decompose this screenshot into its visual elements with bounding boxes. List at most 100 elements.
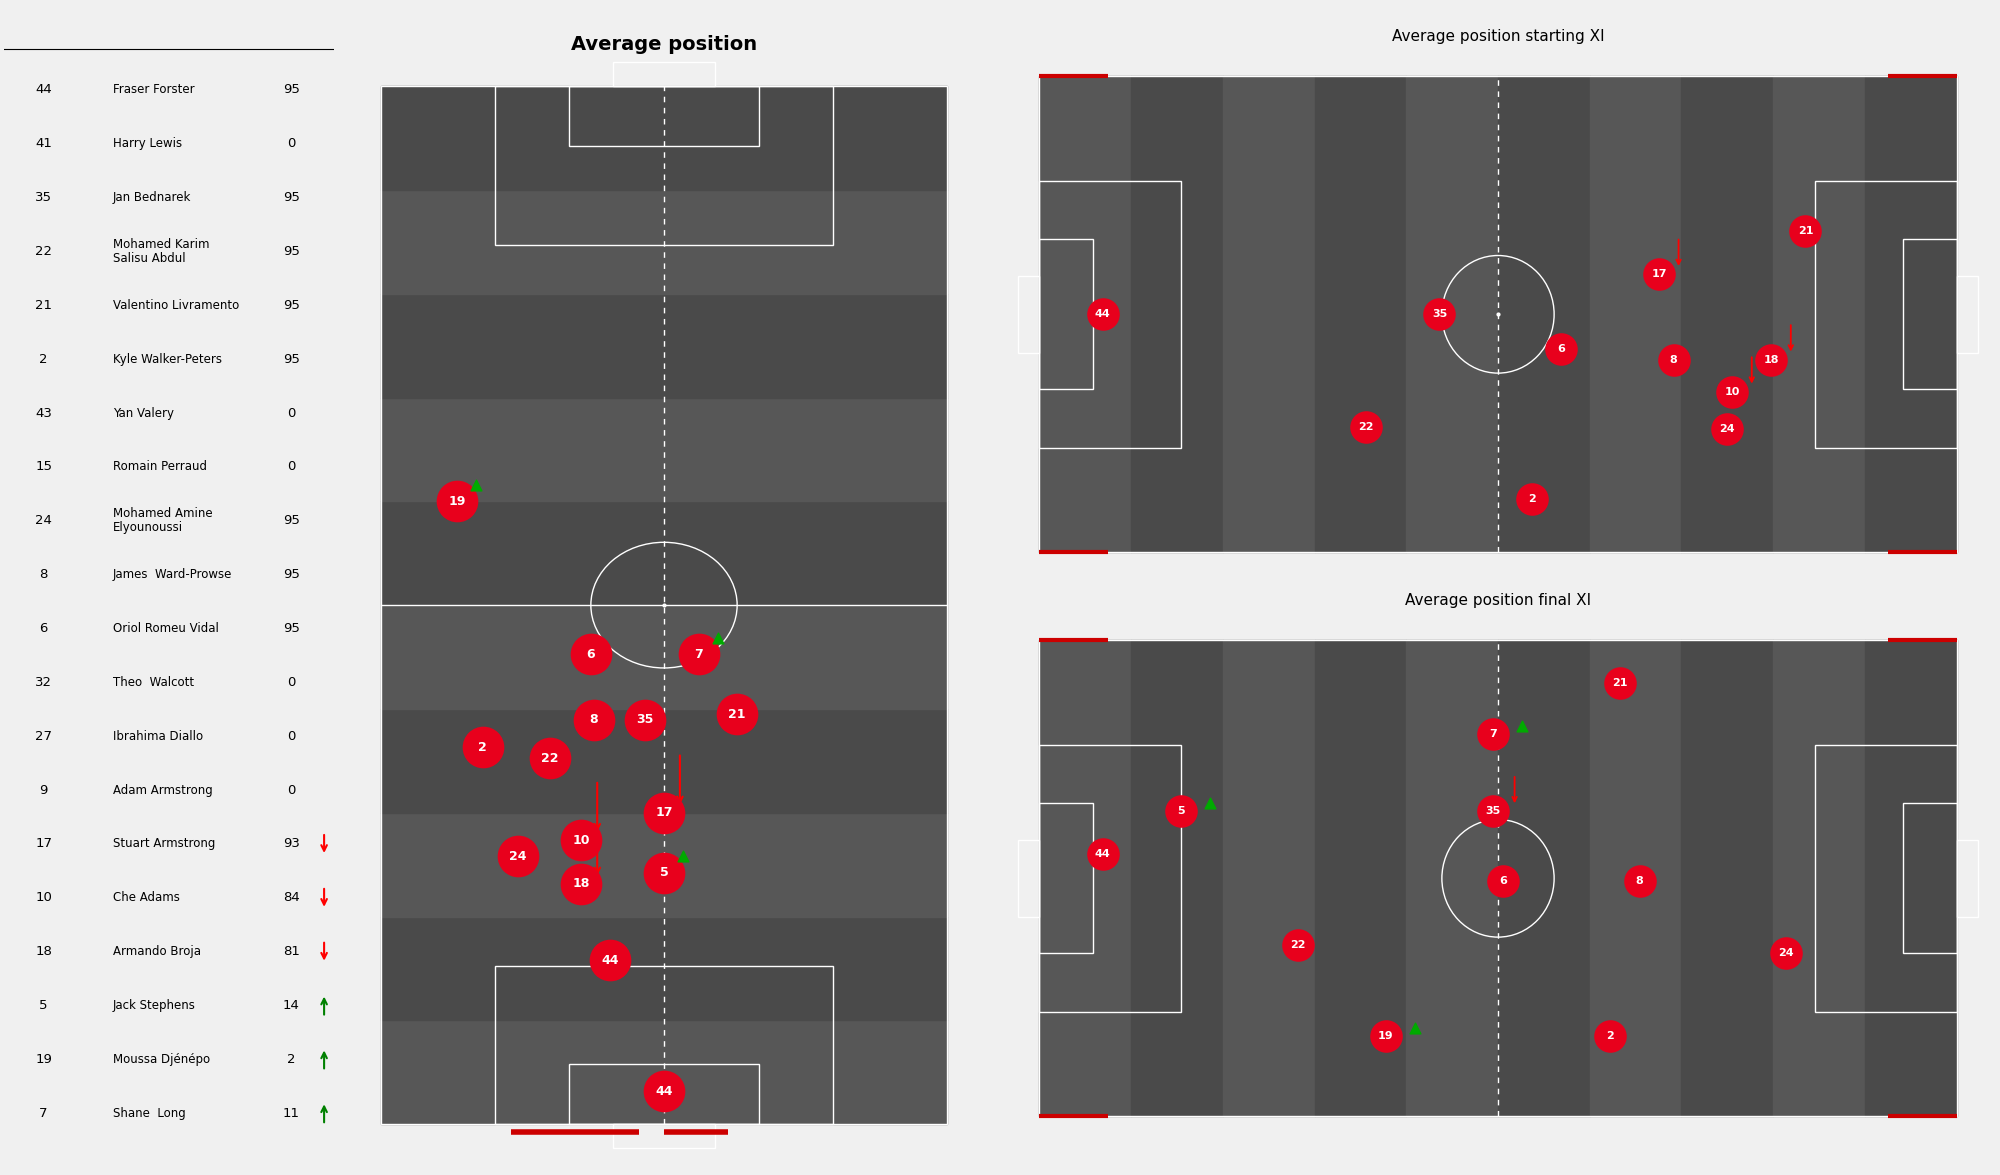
Text: 14: 14: [282, 999, 300, 1012]
Text: 44: 44: [1094, 309, 1110, 320]
Text: 10: 10: [572, 833, 590, 846]
Point: [460, 476, 492, 495]
Text: 27: 27: [36, 730, 52, 743]
Text: 18: 18: [1764, 355, 1780, 364]
Text: Adam Armstrong: Adam Armstrong: [112, 784, 212, 797]
Text: Ibrahima Diallo: Ibrahima Diallo: [112, 730, 204, 743]
Text: Fraser Forster: Fraser Forster: [112, 83, 194, 96]
Text: Romain Perraud: Romain Perraud: [112, 461, 206, 474]
Text: 5: 5: [1176, 806, 1184, 817]
Text: 11: 11: [282, 1107, 300, 1120]
Bar: [1040, 640, 1132, 1116]
Text: 95: 95: [282, 352, 300, 365]
Text: 44: 44: [1094, 850, 1110, 859]
Point: [594, 951, 626, 969]
Text: 21: 21: [36, 298, 52, 311]
Text: Moussa Djénépo: Moussa Djénépo: [112, 1053, 210, 1066]
Text: 2: 2: [40, 352, 48, 365]
Point: [702, 629, 734, 647]
Text: 7: 7: [40, 1107, 48, 1120]
Text: 17: 17: [656, 806, 672, 819]
Text: 8: 8: [1670, 355, 1678, 364]
Bar: [1040, 76, 1132, 552]
Bar: [380, 86, 948, 1124]
Text: 6: 6: [1498, 877, 1506, 886]
Point: [1282, 935, 1314, 954]
Point: [628, 711, 660, 730]
Bar: [380, 605, 948, 709]
Text: 95: 95: [282, 83, 300, 96]
Point: [1756, 350, 1788, 369]
Text: 0: 0: [286, 730, 296, 743]
Text: 95: 95: [282, 569, 300, 582]
Point: [1086, 304, 1118, 323]
Point: [1644, 264, 1676, 283]
Text: 18: 18: [572, 878, 590, 891]
Text: 21: 21: [728, 707, 746, 721]
Text: 19: 19: [1378, 1030, 1394, 1041]
Bar: [1040, 640, 1956, 1116]
Text: 44: 44: [656, 1085, 672, 1097]
Text: 35: 35: [1432, 309, 1448, 320]
Point: [1716, 382, 1748, 401]
Text: 0: 0: [286, 461, 296, 474]
Text: 41: 41: [36, 137, 52, 150]
Text: 21: 21: [1798, 227, 1814, 236]
Title: Average position final XI: Average position final XI: [1404, 593, 1592, 609]
Point: [722, 705, 754, 724]
Bar: [496, 966, 832, 1124]
Bar: [1956, 840, 1978, 917]
Text: 22: 22: [1290, 940, 1306, 951]
Text: 81: 81: [282, 945, 300, 958]
Text: Valentino Livramento: Valentino Livramento: [112, 298, 240, 311]
Point: [1604, 673, 1636, 692]
Text: Jack Stephens: Jack Stephens: [112, 999, 196, 1012]
Bar: [380, 709, 948, 813]
Point: [648, 864, 680, 882]
Bar: [1904, 240, 1956, 389]
Bar: [1904, 804, 1956, 953]
Text: 95: 95: [282, 298, 300, 311]
Text: 7: 7: [694, 647, 704, 660]
Point: [1516, 489, 1548, 508]
Text: Harry Lewis: Harry Lewis: [112, 137, 182, 150]
Point: [1546, 340, 1578, 358]
Text: 19: 19: [36, 1053, 52, 1066]
Text: Stuart Armstrong: Stuart Armstrong: [112, 838, 216, 851]
Bar: [1040, 76, 1956, 552]
Bar: [1406, 76, 1498, 552]
Bar: [380, 86, 948, 190]
Bar: [1040, 804, 1092, 953]
Point: [1350, 417, 1382, 436]
Point: [574, 645, 606, 664]
Point: [1658, 350, 1690, 369]
Text: 0: 0: [286, 137, 296, 150]
Bar: [380, 190, 948, 294]
Text: 24: 24: [1720, 424, 1736, 435]
Point: [668, 847, 700, 866]
Bar: [1314, 640, 1406, 1116]
Text: 95: 95: [282, 515, 300, 528]
Point: [1164, 803, 1196, 821]
Text: 6: 6: [40, 622, 48, 634]
Text: 7: 7: [1490, 728, 1496, 739]
Point: [1086, 845, 1118, 864]
Text: Theo  Walcott: Theo Walcott: [112, 676, 194, 689]
Text: 10: 10: [1724, 387, 1740, 397]
Text: 15: 15: [36, 461, 52, 474]
Point: [1400, 1019, 1432, 1038]
Text: 95: 95: [282, 246, 300, 258]
Point: [648, 1082, 680, 1101]
Text: Mohamed Amine
Elyounoussi: Mohamed Amine Elyounoussi: [112, 508, 212, 535]
Title: Average position starting XI: Average position starting XI: [1392, 29, 1604, 45]
Bar: [380, 294, 948, 397]
Text: Mohamed Karim
Salisu Abdul: Mohamed Karim Salisu Abdul: [112, 239, 210, 266]
Text: 21: 21: [1612, 678, 1628, 689]
Bar: [1498, 76, 1590, 552]
Text: 43: 43: [36, 407, 52, 419]
Text: 22: 22: [540, 752, 558, 765]
Point: [442, 492, 474, 511]
Point: [682, 645, 714, 664]
Text: 24: 24: [1778, 948, 1794, 958]
Text: Jan Bednarek: Jan Bednarek: [112, 192, 192, 204]
